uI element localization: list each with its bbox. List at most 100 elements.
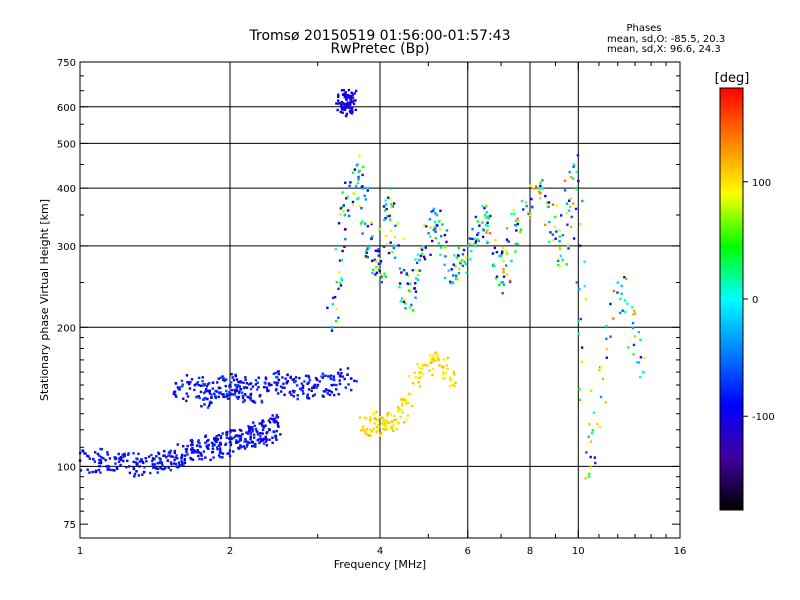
data-point: [419, 254, 423, 258]
data-point: [432, 228, 436, 232]
data-point: [556, 259, 560, 262]
data-point: [502, 259, 505, 262]
data-point: [269, 417, 272, 420]
data-point: [210, 401, 213, 405]
data-point: [438, 228, 442, 231]
data-point: [256, 430, 259, 434]
data-point: [448, 376, 452, 379]
data-point: [627, 346, 630, 349]
data-point: [237, 391, 241, 395]
data-point: [609, 302, 612, 306]
data-point: [230, 373, 233, 376]
data-point: [231, 393, 235, 396]
data-point: [454, 265, 457, 268]
data-point: [263, 381, 266, 384]
data-point: [605, 356, 609, 359]
data-point: [249, 387, 253, 391]
data-point: [481, 205, 484, 208]
data-point: [457, 278, 461, 281]
data-point: [429, 253, 432, 257]
data-point: [436, 353, 439, 357]
data-point: [239, 445, 243, 449]
data-point: [92, 457, 95, 461]
data-point: [407, 374, 411, 378]
data-point: [430, 359, 433, 362]
data-point: [569, 175, 573, 179]
data-point: [254, 427, 258, 431]
data-point: [153, 463, 157, 466]
data-point: [401, 402, 404, 405]
data-point: [225, 389, 228, 393]
data-point: [453, 384, 456, 388]
data-point: [138, 460, 142, 463]
data-point: [117, 452, 120, 456]
data-point: [215, 434, 218, 438]
data-point: [156, 471, 159, 474]
data-point: [173, 458, 176, 462]
data-point: [431, 239, 434, 243]
data-point: [367, 244, 371, 248]
data-point: [441, 371, 445, 374]
colorbar-label: [deg]: [715, 71, 750, 86]
data-point: [205, 444, 208, 448]
data-point: [145, 460, 148, 463]
data-point: [539, 197, 542, 200]
data-point: [376, 419, 379, 423]
data-point: [332, 375, 336, 378]
data-point: [415, 277, 418, 280]
data-point: [169, 449, 172, 453]
data-point: [436, 224, 439, 227]
data-point: [452, 254, 456, 257]
data-point: [580, 360, 584, 364]
data-point: [583, 284, 587, 288]
data-point: [565, 211, 569, 215]
data-point: [108, 468, 112, 472]
data-point: [537, 189, 540, 193]
data-point: [159, 466, 162, 470]
data-point: [361, 425, 365, 428]
data-point: [632, 343, 636, 347]
data-point: [371, 235, 374, 238]
data-point: [427, 232, 430, 235]
data-point: [253, 424, 256, 427]
data-point: [214, 389, 217, 393]
data-point: [232, 378, 236, 382]
data-point: [537, 186, 540, 190]
data-point: [312, 386, 316, 389]
data-point: [218, 441, 222, 445]
data-point: [402, 268, 406, 272]
data-point: [174, 456, 177, 459]
data-point: [159, 458, 162, 461]
colorbar-tick-label: -100: [752, 412, 775, 423]
data-point: [249, 432, 253, 435]
data-point: [410, 404, 414, 408]
data-point: [349, 100, 353, 104]
data-point: [230, 429, 234, 432]
data-point: [221, 456, 224, 459]
data-point: [466, 244, 470, 248]
data-point: [163, 454, 166, 457]
data-point: [561, 258, 564, 262]
data-point: [465, 256, 468, 259]
data-point: [432, 354, 435, 357]
data-point: [218, 451, 222, 454]
data-point: [578, 398, 582, 402]
data-point: [156, 461, 159, 465]
x-tick-label: 4: [377, 546, 383, 557]
data-point: [366, 225, 370, 228]
data-point: [329, 377, 333, 380]
data-point: [260, 438, 263, 441]
data-point: [113, 469, 116, 472]
data-point: [492, 263, 495, 266]
data-point: [474, 215, 478, 219]
data-point: [450, 282, 453, 285]
data-point: [214, 436, 218, 440]
data-point: [454, 381, 457, 385]
data-point: [342, 210, 345, 213]
data-point: [413, 371, 416, 374]
data-point: [353, 92, 356, 95]
data-point: [258, 393, 262, 397]
data-point: [393, 414, 396, 418]
data-point: [624, 310, 627, 314]
data-point: [588, 423, 591, 426]
